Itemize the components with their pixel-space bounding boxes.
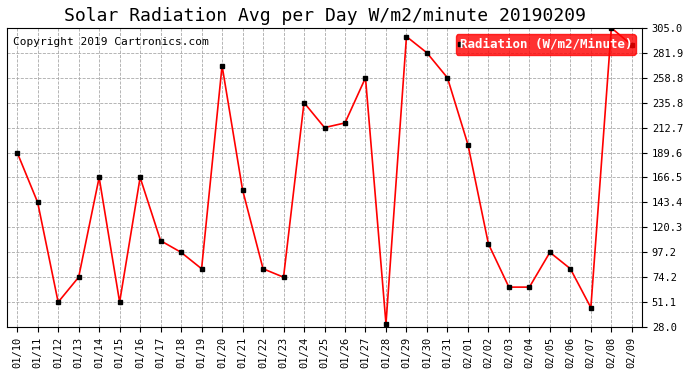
Radiation (W/m2/Minute) <box>239 188 247 192</box>
Radiation (W/m2/Minute) <box>566 267 575 271</box>
Radiation (W/m2/Minute) <box>443 75 451 80</box>
Radiation (W/m2/Minute) <box>423 51 431 55</box>
Radiation (W/m2/Minute) <box>628 43 636 47</box>
Radiation (W/m2/Minute) <box>115 300 124 304</box>
Radiation (W/m2/Minute) <box>75 275 83 279</box>
Radiation (W/m2/Minute) <box>157 238 165 243</box>
Title: Solar Radiation Avg per Day W/m2/minute 20190209: Solar Radiation Avg per Day W/m2/minute … <box>63 7 586 25</box>
Radiation (W/m2/Minute) <box>300 100 308 105</box>
Line: Radiation (W/m2/Minute): Radiation (W/m2/Minute) <box>14 26 634 326</box>
Radiation (W/m2/Minute) <box>13 150 21 155</box>
Radiation (W/m2/Minute) <box>362 75 370 80</box>
Radiation (W/m2/Minute) <box>546 250 554 255</box>
Radiation (W/m2/Minute) <box>464 142 472 147</box>
Radiation (W/m2/Minute) <box>34 200 42 205</box>
Radiation (W/m2/Minute) <box>525 285 533 290</box>
Radiation (W/m2/Minute) <box>402 34 411 39</box>
Radiation (W/m2/Minute) <box>177 250 185 255</box>
Radiation (W/m2/Minute) <box>95 175 104 180</box>
Legend: Radiation (W/m2/Minute): Radiation (W/m2/Minute) <box>456 34 635 55</box>
Radiation (W/m2/Minute) <box>607 26 615 30</box>
Radiation (W/m2/Minute) <box>341 121 349 125</box>
Radiation (W/m2/Minute) <box>136 175 144 180</box>
Radiation (W/m2/Minute) <box>382 322 390 326</box>
Radiation (W/m2/Minute) <box>320 125 328 130</box>
Radiation (W/m2/Minute) <box>505 285 513 290</box>
Radiation (W/m2/Minute) <box>279 275 288 279</box>
Radiation (W/m2/Minute) <box>586 305 595 310</box>
Radiation (W/m2/Minute) <box>259 267 267 271</box>
Radiation (W/m2/Minute) <box>54 300 62 304</box>
Radiation (W/m2/Minute) <box>197 267 206 271</box>
Text: Copyright 2019 Cartronics.com: Copyright 2019 Cartronics.com <box>13 37 209 47</box>
Radiation (W/m2/Minute) <box>218 63 226 68</box>
Radiation (W/m2/Minute) <box>484 242 493 246</box>
